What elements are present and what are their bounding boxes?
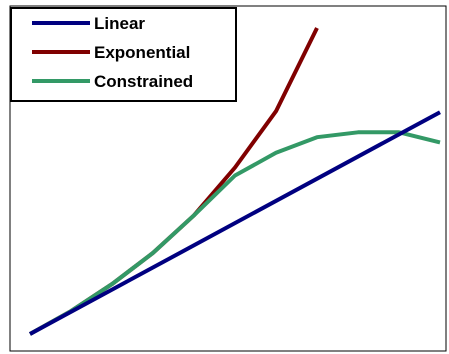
legend-label-linear: Linear <box>94 14 145 33</box>
legend-box <box>10 7 237 102</box>
series-layer <box>29 27 441 336</box>
legend-label-exponential: Exponential <box>94 43 190 62</box>
series-line-constrained <box>29 130 441 336</box>
series-line-linear <box>29 110 441 336</box>
legend: Linear Exponential Constrained <box>10 7 237 102</box>
legend-label-constrained: Constrained <box>94 72 193 91</box>
